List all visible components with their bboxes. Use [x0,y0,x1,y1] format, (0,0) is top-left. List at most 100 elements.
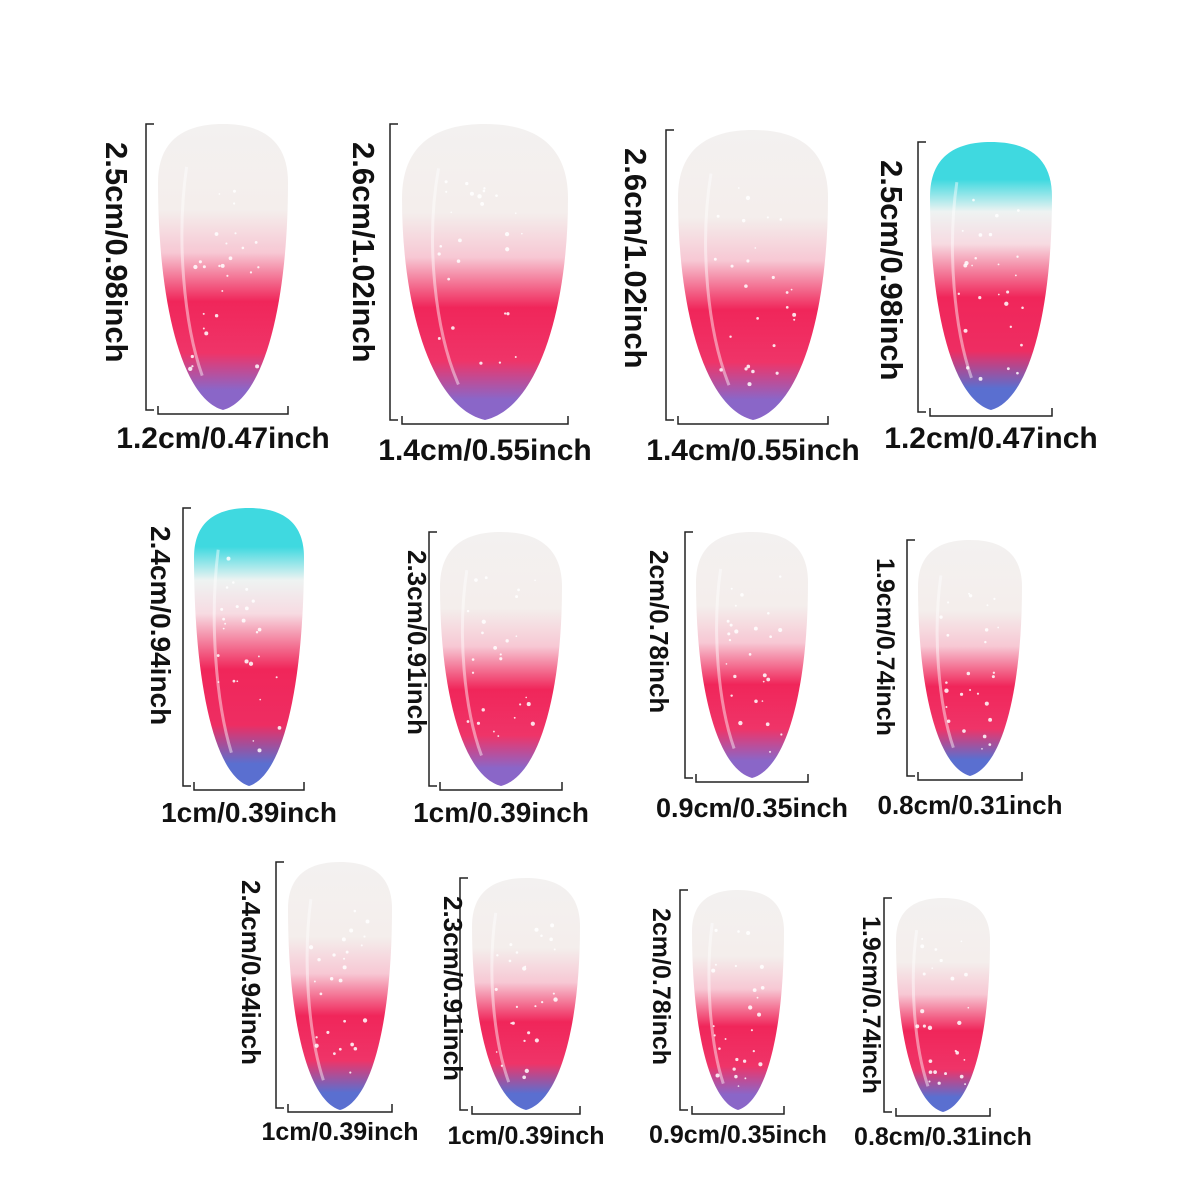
glitter-dot [451,326,455,330]
glitter-dot [505,247,510,252]
glitter-dot [236,680,239,683]
glitter-dot [780,733,783,736]
glitter-dot [343,1019,347,1023]
glitter-dot [728,638,732,642]
glitter-dot [1021,306,1024,310]
glitter-dot [232,189,236,193]
glitter-dot [198,260,202,264]
glitter-dot [1020,343,1023,347]
glitter-dot [505,639,509,643]
glitter-dot [232,581,235,584]
glitter-dot [754,247,757,249]
glitter-dot [750,1029,753,1032]
width-label: 1cm/0.39inch [261,1118,419,1146]
glitter-dot [476,721,481,725]
glitter-dot [754,699,758,704]
glitter-dot [968,592,970,595]
length-bracket [679,889,688,1111]
glitter-dot [499,653,502,656]
glitter-dot [534,927,539,932]
glitter-dot [450,211,453,214]
glitter-dot [748,1005,753,1010]
glitter-dot [350,1042,354,1047]
glitter-dot [362,1018,368,1023]
glitter-dot [963,1059,966,1061]
glitter-dot [481,619,486,624]
width-bracket [917,772,1023,781]
glitter-dot [456,259,461,263]
glitter-dot [221,289,224,292]
glitter-dot [222,627,225,630]
glitter-dot [493,645,498,650]
glitter-dot [439,244,443,248]
glitter-dot [338,978,343,983]
glitter-dot [1016,255,1019,258]
glitter-dot [244,606,249,611]
nail-shape [692,890,784,1110]
glitter-dot [716,214,720,218]
glitter-dot [971,264,973,267]
glitter-dot [218,193,221,195]
glitter-dot [997,263,1000,266]
glitter-dot [984,640,987,644]
glitter-dot [342,965,347,970]
glitter-dot [188,366,193,372]
glitter-dot [445,190,448,193]
glitter-dot [499,657,503,661]
glitter-dot [481,631,484,635]
glitter-dot [254,240,258,244]
glitter-dot [503,312,507,315]
glitter-dot [233,202,236,205]
nail-shape [896,898,990,1112]
glitter-dot [928,1070,933,1074]
glitter-dot [474,578,478,582]
nail-highlight [715,568,736,749]
glitter-dot [775,371,779,375]
glitter-dot [725,663,728,665]
nail-highlight [707,922,725,1085]
glitter-dot [934,948,938,951]
width-label: 1cm/0.39inch [447,1122,605,1150]
length-bracket [917,141,926,413]
glitter-dot [992,671,996,674]
glitter-dot [343,957,346,960]
nail-shape [678,130,828,420]
nail-shape [402,124,568,420]
glitter-dot [957,1020,962,1026]
glitter-dot [730,694,733,697]
nail-highlight [490,912,511,1083]
glitter-dot [729,335,732,338]
glitter-dot [480,202,485,206]
glitter-dot [968,594,973,598]
glitter-dot [959,692,964,696]
glitter-dot [319,992,323,996]
glitter-dot [757,1012,762,1017]
glitter-dot [960,940,963,943]
glitter-dot [927,1025,933,1031]
glitter-dot [257,748,262,753]
glitter-dot [997,626,1000,629]
glitter-dot [752,988,757,993]
glitter-dot [711,968,716,973]
width-bracket [401,416,569,425]
glitter-dot [712,1025,715,1028]
glitter-dot [495,1051,498,1053]
glitter-dot [484,576,488,580]
glitter-dot [534,1038,539,1043]
glitter-dot [920,944,925,949]
length-bracket [145,123,154,411]
glitter-dot [1006,290,1010,294]
glitter-dot [746,259,750,263]
glitter-dot [232,679,236,683]
glitter-dot [779,218,783,221]
glitter-dot [976,692,980,695]
glitter-dot [214,313,219,318]
glitter-dot [511,1021,515,1025]
nail-shape [696,532,808,778]
glitter-dot [765,722,770,727]
